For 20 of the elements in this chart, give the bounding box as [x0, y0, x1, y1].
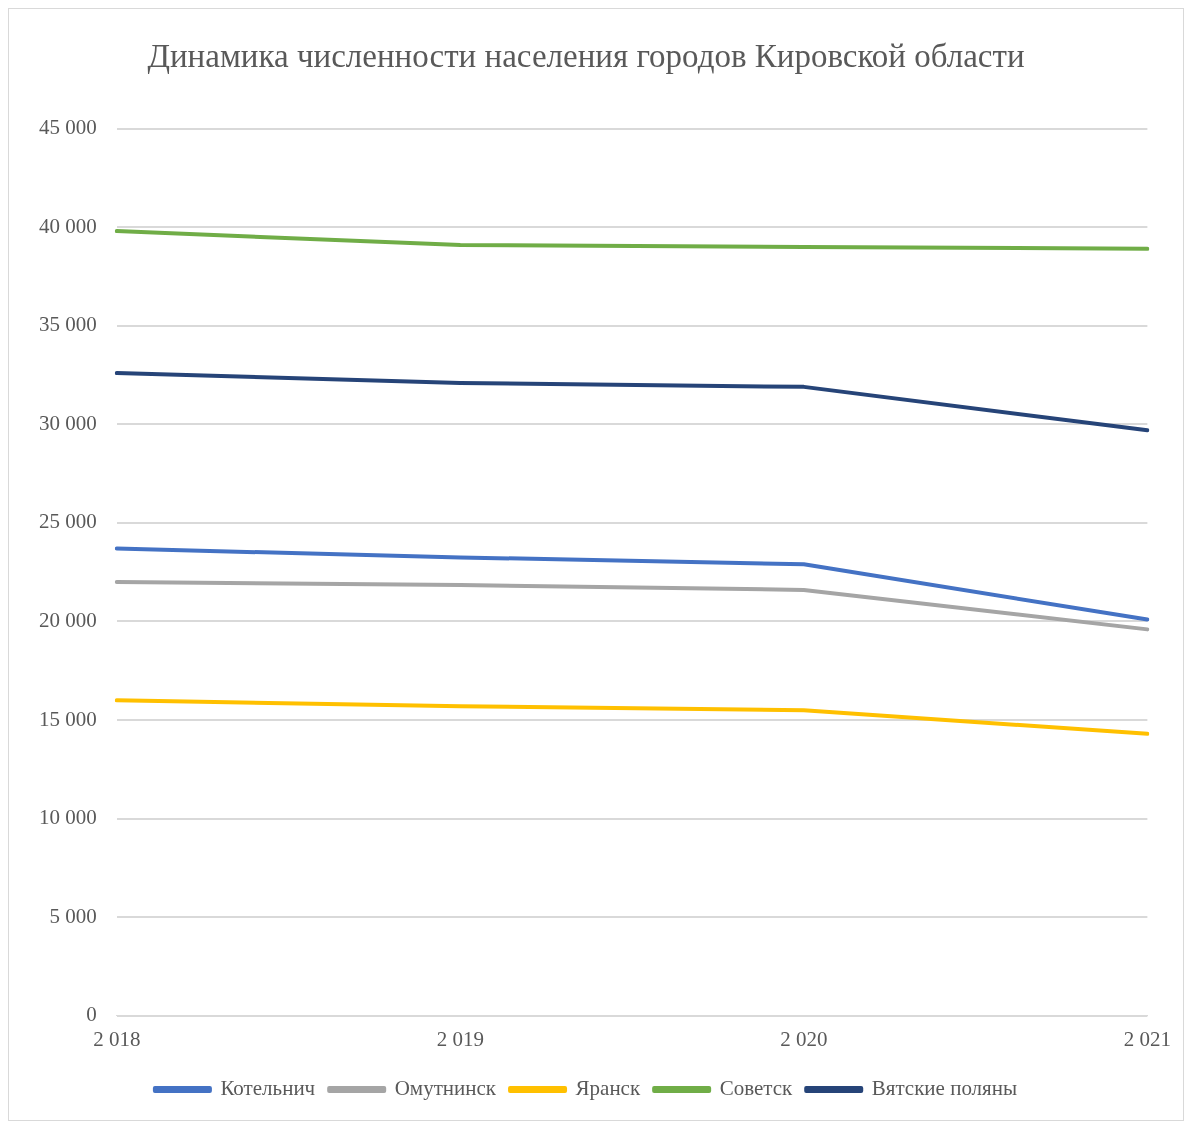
- legend-label: Вятские поляны: [871, 1076, 1018, 1101]
- x-tick-label: 2 020: [780, 1026, 828, 1051]
- y-tick-label: 30 000: [39, 410, 97, 435]
- x-tick-label: 2 018: [93, 1026, 141, 1051]
- y-tick-label: 0: [86, 1002, 97, 1027]
- legend-label: Котельнич: [220, 1076, 316, 1101]
- y-tick-label: 15 000: [39, 706, 97, 731]
- legend-label: Советск: [719, 1076, 794, 1101]
- y-tick-label: 40 000: [39, 213, 97, 238]
- y-tick-label: 45 000: [39, 115, 97, 140]
- legend-label: Яранск: [575, 1076, 641, 1101]
- y-tick-label: 35 000: [39, 312, 97, 337]
- y-tick-label: 20 000: [39, 608, 97, 632]
- y-tick-label: 5 000: [49, 903, 97, 928]
- legend-label: Омутнинск: [394, 1076, 497, 1101]
- chart-title: Динамика численности населения городов Кировской области: [147, 38, 1025, 75]
- y-tick-label: 25 000: [39, 509, 97, 534]
- y-tick-label: 10 000: [39, 805, 97, 830]
- x-tick-label: 2 021: [1123, 1026, 1171, 1051]
- x-tick-label: 2 019: [436, 1026, 484, 1051]
